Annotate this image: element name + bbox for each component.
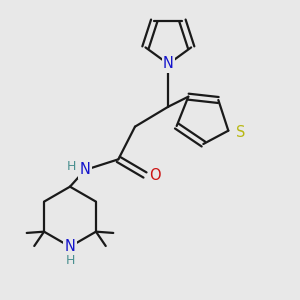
Text: S: S bbox=[236, 125, 245, 140]
Text: N: N bbox=[80, 163, 90, 178]
Text: H: H bbox=[65, 254, 75, 266]
Text: H: H bbox=[66, 160, 76, 172]
Text: N: N bbox=[64, 239, 75, 254]
Text: N: N bbox=[163, 56, 174, 71]
Text: O: O bbox=[149, 167, 160, 182]
